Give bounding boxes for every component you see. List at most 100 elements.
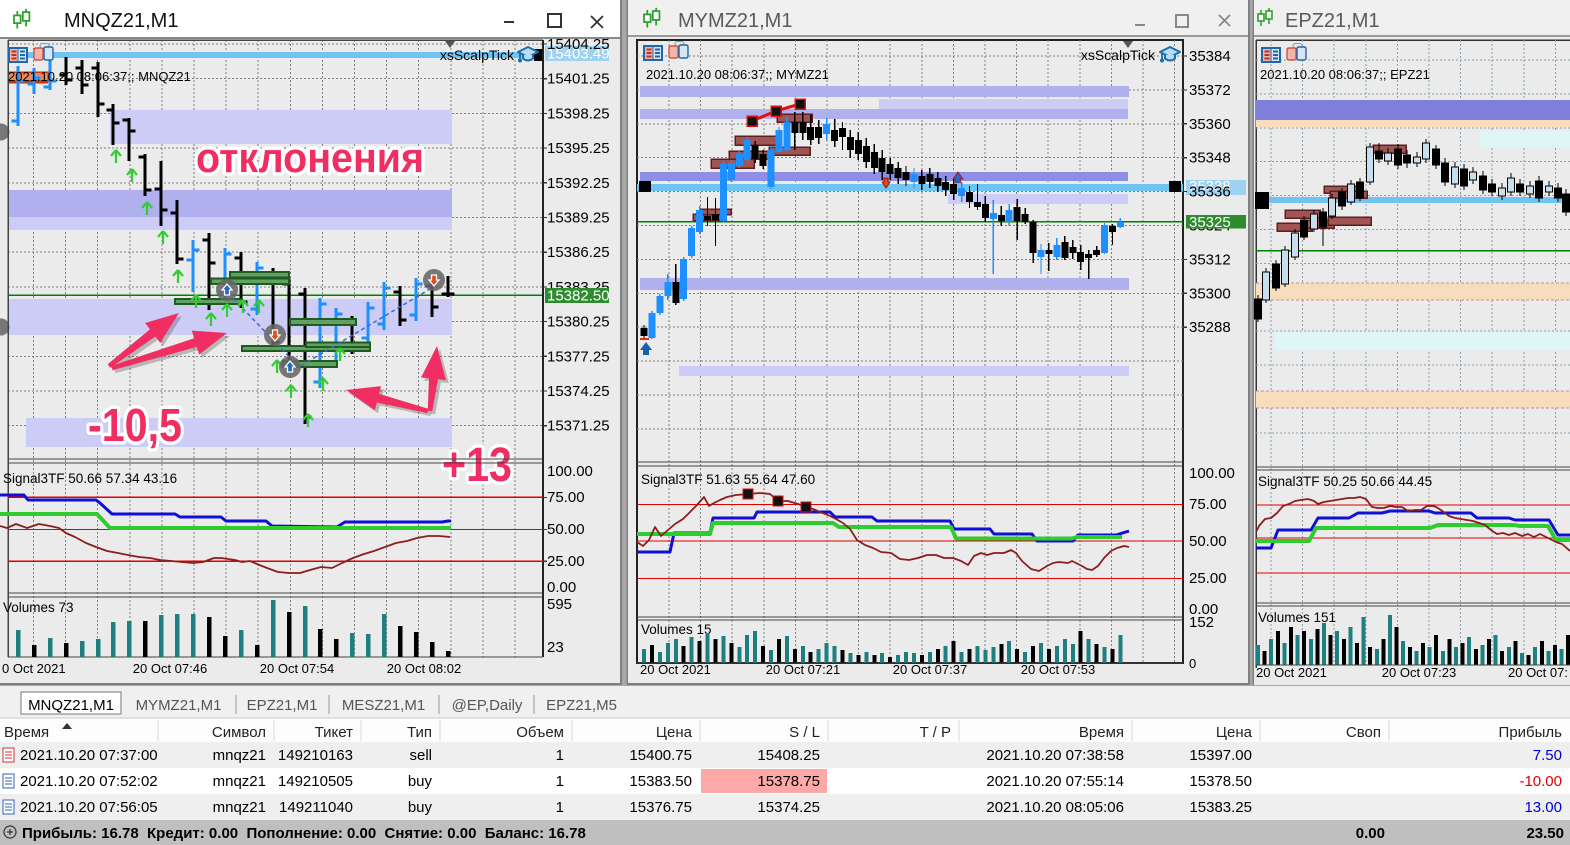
svg-text:15400.75: 15400.75	[629, 747, 692, 764]
svg-text:50.00: 50.00	[547, 521, 585, 538]
svg-text:152: 152	[1189, 614, 1214, 631]
svg-text:0.00: 0.00	[1189, 601, 1218, 618]
svg-text:+13: +13	[442, 439, 512, 492]
svg-text:0.00: 0.00	[1356, 825, 1385, 842]
svg-text:MNQZ21,M1: MNQZ21,M1	[64, 10, 178, 32]
svg-text:35336: 35336	[1189, 184, 1231, 201]
svg-text:2021.10.20 08:05:06: 2021.10.20 08:05:06	[986, 799, 1124, 816]
svg-text:149210505: 149210505	[278, 773, 353, 790]
svg-text:EPZ21,M1: EPZ21,M1	[1285, 10, 1379, 32]
svg-text:15382.50: 15382.50	[547, 288, 610, 305]
svg-text:Volumes 73: Volumes 73	[3, 600, 74, 615]
svg-text:15386.25: 15386.25	[547, 244, 610, 261]
svg-text:20 Oct 07:37: 20 Oct 07:37	[893, 662, 967, 677]
svg-text:15408.25: 15408.25	[757, 747, 820, 764]
svg-text:S / L: S / L	[789, 724, 820, 741]
svg-text:2021.10.20 07:56:05: 2021.10.20 07:56:05	[20, 799, 158, 816]
svg-text:0.00: 0.00	[547, 579, 576, 596]
svg-text:149211040: 149211040	[279, 799, 353, 816]
svg-text:-10,5: -10,5	[88, 399, 182, 451]
svg-text:2021.10.20 08:06:37;; EPZ21: 2021.10.20 08:06:37;; EPZ21	[1260, 67, 1430, 82]
svg-text:20 Oct 07:23: 20 Oct 07:23	[1382, 665, 1456, 680]
svg-text:Символ: Символ	[212, 724, 266, 741]
svg-text:MESZ21,M1: MESZ21,M1	[342, 697, 425, 714]
svg-text:xsScalpTick: xsScalpTick	[440, 47, 515, 63]
svg-text:15401.25: 15401.25	[547, 71, 610, 88]
svg-text:25.00: 25.00	[1189, 570, 1227, 587]
svg-text:MYMZ21,M1: MYMZ21,M1	[678, 10, 792, 32]
svg-text:15403.49: 15403.49	[547, 46, 610, 63]
svg-text:20 Oct 07:21: 20 Oct 07:21	[766, 662, 840, 677]
svg-text:15389.25: 15389.25	[547, 210, 610, 227]
svg-text:2021.10.20 07:38:58: 2021.10.20 07:38:58	[986, 747, 1124, 764]
svg-text:20 Oct 08:02: 20 Oct 08:02	[387, 661, 461, 676]
svg-text:15395.25: 15395.25	[547, 140, 610, 157]
svg-text:1: 1	[556, 799, 564, 816]
svg-text:sell: sell	[409, 747, 432, 764]
svg-text:2021.10.20 08:06:37;; MNQZ21: 2021.10.20 08:06:37;; MNQZ21	[8, 69, 191, 84]
svg-text:35338: 35338	[1189, 178, 1231, 195]
svg-text:2021.10.20 07:55:14: 2021.10.20 07:55:14	[986, 773, 1124, 790]
svg-text:35288: 35288	[1189, 319, 1231, 336]
svg-text:Своп: Своп	[1346, 724, 1381, 741]
svg-text:15376.75: 15376.75	[629, 799, 692, 816]
svg-text:20 Oct 2021: 20 Oct 2021	[1256, 665, 1327, 680]
svg-text:Volumes 151: Volumes 151	[1258, 610, 1336, 625]
svg-text:35348: 35348	[1189, 150, 1231, 167]
svg-text:15378.75: 15378.75	[757, 773, 820, 790]
svg-text:100.00: 100.00	[1189, 465, 1235, 482]
svg-text:7.50: 7.50	[1533, 747, 1562, 764]
svg-text:Signal3TF 50.25 50.66 44.45: Signal3TF 50.25 50.66 44.45	[1258, 474, 1432, 489]
svg-text:20 Oct 07:: 20 Oct 07:	[1508, 665, 1568, 680]
svg-text:2021.10.20 07:52:02: 2021.10.20 07:52:02	[20, 773, 158, 790]
svg-text:T / P: T / P	[920, 724, 951, 741]
svg-text:Время: Время	[4, 724, 49, 741]
svg-text:35325: 35325	[1189, 214, 1231, 231]
svg-text:15383.50: 15383.50	[629, 773, 692, 790]
svg-text:0: 0	[1189, 656, 1196, 671]
svg-text:50.00: 50.00	[1189, 533, 1227, 550]
svg-text:Volumes 15: Volumes 15	[641, 622, 712, 637]
svg-text:15397.00: 15397.00	[1189, 747, 1252, 764]
svg-text:23: 23	[547, 639, 564, 656]
svg-text:Signal3TF 50.66 57.34 43.16: Signal3TF 50.66 57.34 43.16	[3, 471, 177, 486]
svg-text:MYMZ21,M1: MYMZ21,M1	[136, 697, 222, 714]
svg-text:отклонения: отклонения	[196, 134, 424, 181]
svg-text:100.00: 100.00	[547, 463, 593, 480]
svg-text:0 Oct 2021: 0 Oct 2021	[2, 661, 66, 676]
svg-text:Тикет: Тикет	[315, 724, 353, 741]
svg-text:Время: Время	[1079, 724, 1124, 741]
svg-text:15398.25: 15398.25	[547, 105, 610, 122]
svg-text:20 Oct 2021: 20 Oct 2021	[640, 662, 711, 677]
svg-text:Объем: Объем	[516, 724, 564, 741]
svg-text:35384: 35384	[1189, 48, 1231, 65]
svg-text:mnqz21: mnqz21	[213, 799, 266, 816]
svg-text:15383.25: 15383.25	[1189, 799, 1252, 816]
svg-text:MNQZ21,M1: MNQZ21,M1	[28, 697, 114, 714]
svg-text:Прибыль: Прибыль	[1499, 724, 1563, 741]
svg-text:xsScalpTick: xsScalpTick	[1081, 47, 1156, 63]
svg-text:2021.10.20 07:37:00: 2021.10.20 07:37:00	[20, 747, 158, 764]
svg-text:buy: buy	[408, 799, 433, 816]
svg-text:Тип: Тип	[407, 724, 432, 741]
svg-text:1: 1	[556, 747, 564, 764]
svg-text:35312: 35312	[1189, 251, 1231, 268]
svg-text:2021.10.20 08:06:37;; MYMZ21: 2021.10.20 08:06:37;; MYMZ21	[646, 67, 829, 82]
svg-text:15374.25: 15374.25	[547, 383, 610, 400]
svg-text:Прибыль: 16.78 Кредит: 0.00: Прибыль: 16.78 Кредит: 0.00 Пополнение: …	[22, 825, 586, 842]
svg-text:149210163: 149210163	[278, 747, 353, 764]
svg-text:15380.25: 15380.25	[547, 314, 610, 331]
svg-text:75.00: 75.00	[547, 489, 585, 506]
svg-text:15377.25: 15377.25	[547, 348, 610, 365]
svg-text:15371.25: 15371.25	[547, 418, 610, 435]
svg-text:20 Oct 07:53: 20 Oct 07:53	[1021, 662, 1095, 677]
svg-text:mnqz21: mnqz21	[213, 747, 266, 764]
svg-text:Цена: Цена	[1216, 724, 1253, 741]
svg-text:-10.00: -10.00	[1519, 773, 1562, 790]
svg-text:15392.25: 15392.25	[547, 175, 610, 192]
svg-text:15404.25: 15404.25	[547, 36, 610, 53]
svg-text:15378.50: 15378.50	[1189, 773, 1252, 790]
svg-text:35372: 35372	[1189, 82, 1231, 99]
svg-text:Цена: Цена	[656, 724, 693, 741]
svg-text:20 Oct 07:46: 20 Oct 07:46	[133, 661, 207, 676]
